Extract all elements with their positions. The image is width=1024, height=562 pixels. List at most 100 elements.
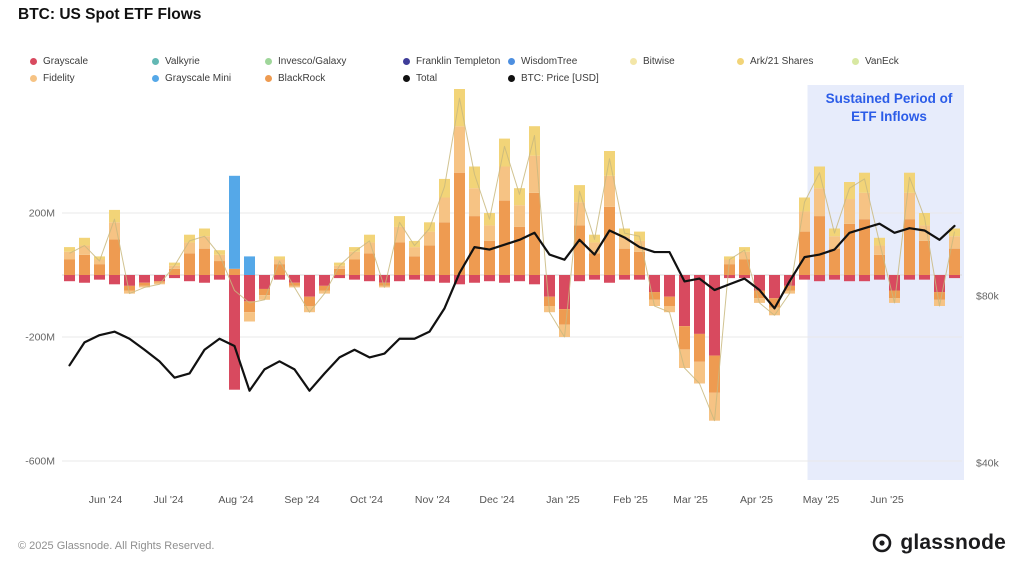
bar-segment[interactable] xyxy=(199,248,210,275)
bar-segment[interactable] xyxy=(64,251,75,260)
bar-segment[interactable] xyxy=(214,254,225,262)
bar-segment[interactable] xyxy=(439,178,450,198)
bar-segment[interactable] xyxy=(514,275,525,282)
bar-segment[interactable] xyxy=(544,275,555,297)
bar-segment[interactable] xyxy=(934,292,945,300)
bar-segment[interactable] xyxy=(94,256,105,260)
bar-segment[interactable] xyxy=(244,256,255,275)
bar-segment[interactable] xyxy=(919,275,930,280)
bar-segment[interactable] xyxy=(409,240,420,248)
bar-segment[interactable] xyxy=(754,275,765,291)
legend-item-valkyrie[interactable]: Valkyrie xyxy=(152,56,265,67)
bar-segment[interactable] xyxy=(619,248,630,275)
bar-segment[interactable] xyxy=(169,262,180,266)
legend-item-invesco-galaxy[interactable]: Invesco/Galaxy xyxy=(265,56,403,67)
bar-segment[interactable] xyxy=(814,275,825,282)
bar-segment[interactable] xyxy=(124,285,135,291)
bar-segment[interactable] xyxy=(484,240,495,275)
bar-segment[interactable] xyxy=(799,231,810,275)
bar-segment[interactable] xyxy=(364,234,375,243)
bar-segment[interactable] xyxy=(919,225,930,241)
bar-segment[interactable] xyxy=(784,285,795,291)
bar-segment[interactable] xyxy=(664,306,675,313)
bar-segment[interactable] xyxy=(604,151,615,176)
bar-segment[interactable] xyxy=(499,166,510,201)
bar-segment[interactable] xyxy=(634,275,645,280)
bar-segment[interactable] xyxy=(694,361,705,384)
bar-segment[interactable] xyxy=(304,275,315,297)
bar-segment[interactable] xyxy=(424,245,435,275)
bar-segment[interactable] xyxy=(244,301,255,313)
bar-segment[interactable] xyxy=(364,242,375,254)
bar-segment[interactable] xyxy=(679,349,690,368)
bar-segment[interactable] xyxy=(64,247,75,252)
bar-segment[interactable] xyxy=(769,298,780,308)
bar-segment[interactable] xyxy=(169,268,180,275)
bar-segment[interactable] xyxy=(709,392,720,421)
bar-segment[interactable] xyxy=(439,275,450,283)
bar-segment[interactable] xyxy=(199,275,210,283)
bar-segment[interactable] xyxy=(184,275,195,282)
bar-segment[interactable] xyxy=(499,138,510,167)
bar-segment[interactable] xyxy=(469,166,480,189)
bar-segment[interactable] xyxy=(904,219,915,275)
bar-segment[interactable] xyxy=(844,182,855,200)
bar-segment[interactable] xyxy=(229,268,240,275)
bar-segment[interactable] xyxy=(829,275,840,280)
bar-segment[interactable] xyxy=(619,236,630,249)
bar-segment[interactable] xyxy=(259,288,270,296)
bar-segment[interactable] xyxy=(679,275,690,327)
bar-segment[interactable] xyxy=(184,234,195,243)
bar-segment[interactable] xyxy=(364,275,375,282)
legend-item-ark-21-shares[interactable]: Ark/21 Shares xyxy=(737,56,852,67)
bar-segment[interactable] xyxy=(394,226,405,243)
bar-segment[interactable] xyxy=(574,225,585,275)
bar-segment[interactable] xyxy=(619,275,630,280)
bar-segment[interactable] xyxy=(64,275,75,282)
bar-segment[interactable] xyxy=(769,275,780,299)
bar-segment[interactable] xyxy=(379,282,390,286)
legend-item-total[interactable]: Total xyxy=(403,73,508,84)
bar-segment[interactable] xyxy=(109,222,120,240)
bar-segment[interactable] xyxy=(259,295,270,300)
bar-segment[interactable] xyxy=(814,188,825,217)
bar-segment[interactable] xyxy=(274,256,285,260)
bar-segment[interactable] xyxy=(409,247,420,257)
bar-segment[interactable] xyxy=(469,188,480,217)
bar-segment[interactable] xyxy=(304,296,315,306)
bar-segment[interactable] xyxy=(604,275,615,283)
bar-segment[interactable] xyxy=(439,197,450,223)
bar-segment[interactable] xyxy=(214,275,225,280)
bar-segment[interactable] xyxy=(724,256,735,260)
bar-segment[interactable] xyxy=(874,275,885,280)
bar-segment[interactable] xyxy=(544,296,555,306)
bar-segment[interactable] xyxy=(724,264,735,275)
bar-segment[interactable] xyxy=(199,236,210,249)
bar-segment[interactable] xyxy=(274,264,285,275)
bar-segment[interactable] xyxy=(334,265,345,269)
bar-segment[interactable] xyxy=(589,253,600,275)
bar-segment[interactable] xyxy=(589,242,600,254)
bar-segment[interactable] xyxy=(874,245,885,255)
bar-segment[interactable] xyxy=(289,282,300,286)
bar-segment[interactable] xyxy=(139,285,150,288)
legend-item-blackrock[interactable]: BlackRock xyxy=(265,73,403,84)
bar-segment[interactable] xyxy=(394,275,405,282)
bar-segment[interactable] xyxy=(754,298,765,303)
bar-segment[interactable] xyxy=(904,172,915,193)
bar-segment[interactable] xyxy=(499,200,510,275)
bar-segment[interactable] xyxy=(79,245,90,255)
bar-segment[interactable] xyxy=(514,226,525,275)
bar-segment[interactable] xyxy=(79,254,90,275)
bar-segment[interactable] xyxy=(709,275,720,356)
bar-segment[interactable] xyxy=(934,299,945,306)
bar-segment[interactable] xyxy=(739,275,750,279)
bar-segment[interactable] xyxy=(334,275,345,279)
bar-segment[interactable] xyxy=(454,275,465,285)
bar-segment[interactable] xyxy=(289,275,300,283)
bar-segment[interactable] xyxy=(349,251,360,260)
bar-segment[interactable] xyxy=(649,292,660,300)
bar-segment[interactable] xyxy=(949,275,960,279)
bar-segment[interactable] xyxy=(364,253,375,275)
bar-segment[interactable] xyxy=(469,216,480,275)
